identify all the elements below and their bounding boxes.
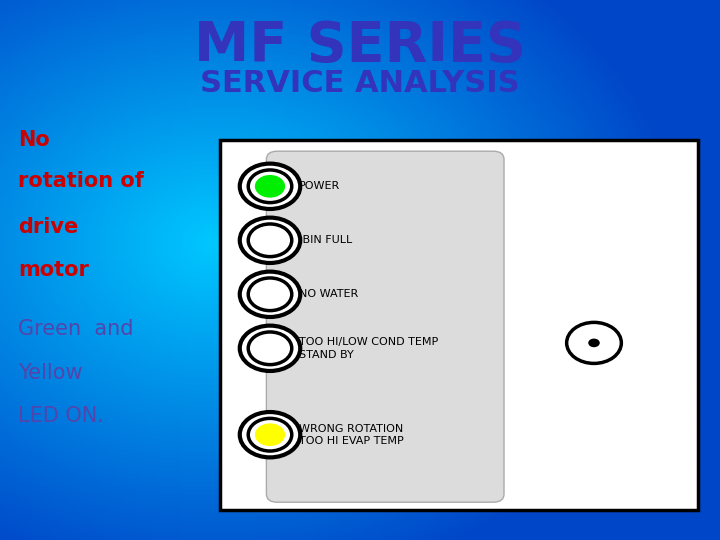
Text: drive: drive <box>18 217 78 237</box>
Text: POWER: POWER <box>299 181 340 191</box>
Circle shape <box>248 278 292 310</box>
Circle shape <box>567 322 621 363</box>
Circle shape <box>248 332 292 365</box>
Circle shape <box>248 224 292 256</box>
Circle shape <box>240 326 300 371</box>
Text: TOO HI/LOW COND TEMP
STAND BY: TOO HI/LOW COND TEMP STAND BY <box>299 337 438 360</box>
Circle shape <box>240 218 300 263</box>
Text: Yellow: Yellow <box>18 362 83 383</box>
Circle shape <box>240 412 300 457</box>
Circle shape <box>248 170 292 202</box>
Text: WRONG ROTATION
TOO HI EVAP TEMP: WRONG ROTATION TOO HI EVAP TEMP <box>299 423 403 446</box>
Circle shape <box>255 423 285 446</box>
Circle shape <box>255 175 285 198</box>
FancyBboxPatch shape <box>266 151 504 502</box>
Text: SERVICE ANALYSIS: SERVICE ANALYSIS <box>200 69 520 98</box>
Text: BIN FULL: BIN FULL <box>299 235 352 245</box>
Text: rotation of: rotation of <box>18 171 144 191</box>
Text: MF SERIES: MF SERIES <box>194 19 526 73</box>
Text: motor: motor <box>18 260 89 280</box>
Text: NO WATER: NO WATER <box>299 289 358 299</box>
Circle shape <box>240 272 300 317</box>
Circle shape <box>588 339 600 347</box>
Text: Green  and: Green and <box>18 319 133 340</box>
Circle shape <box>240 164 300 209</box>
FancyBboxPatch shape <box>220 140 698 510</box>
Circle shape <box>248 418 292 451</box>
Text: LED ON.: LED ON. <box>18 406 104 426</box>
Text: No: No <box>18 130 50 151</box>
